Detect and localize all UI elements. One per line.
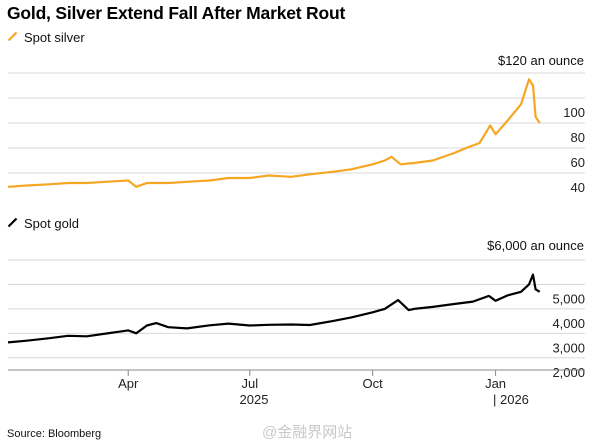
source-note: Source: Bloomberg (7, 428, 102, 440)
gold-y-tick-label: 4,000 (552, 316, 585, 331)
gold-y-tick-label: 3,000 (552, 340, 585, 355)
silver-gridlines (8, 72, 585, 174)
gold-y-tick-label: 2,000 (552, 365, 585, 380)
legend-silver-swatch (7, 30, 18, 45)
watermark: @金融界网站 (262, 424, 353, 441)
gold-unit-label: $6,000 an ounce (487, 238, 584, 253)
legend-gold-swatch (7, 216, 18, 231)
silver-y-tick-label: 100 (563, 105, 585, 120)
gold-series-line (7, 273, 541, 344)
silver-series-line (7, 78, 541, 188)
gold-y-tick-labels: 2,000 3,000 4,000 5,000 (552, 291, 585, 379)
legend-silver-label: Spot silver (24, 30, 85, 45)
x-axis: Apr Jul Oct Jan 2025 | 2026 (8, 369, 585, 407)
gold-y-tick-label: 5,000 (552, 291, 585, 306)
silver-y-tick-label: 80 (571, 130, 585, 145)
x-tick-label: Oct (363, 376, 384, 391)
gold-gridlines (8, 259, 585, 359)
chart-title: Gold, Silver Extend Fall After Market Ro… (7, 3, 346, 23)
silver-y-tick-labels: 40 60 80 100 (563, 105, 585, 195)
legend-silver: Spot silver (7, 30, 85, 45)
x-tick-label: Apr (118, 376, 139, 391)
x-tick-label: Jan (485, 376, 506, 391)
x-year-label-2025: 2025 (240, 392, 269, 407)
x-year-label-2026: | 2026 (493, 392, 529, 407)
silver-unit-label: $120 an ounce (497, 53, 584, 68)
legend-gold-label: Spot gold (24, 216, 79, 231)
silver-y-tick-label: 60 (571, 155, 585, 170)
x-tick-label: Jul (241, 376, 258, 391)
silver-y-tick-label: 40 (571, 180, 585, 195)
legend-gold: Spot gold (7, 216, 79, 231)
